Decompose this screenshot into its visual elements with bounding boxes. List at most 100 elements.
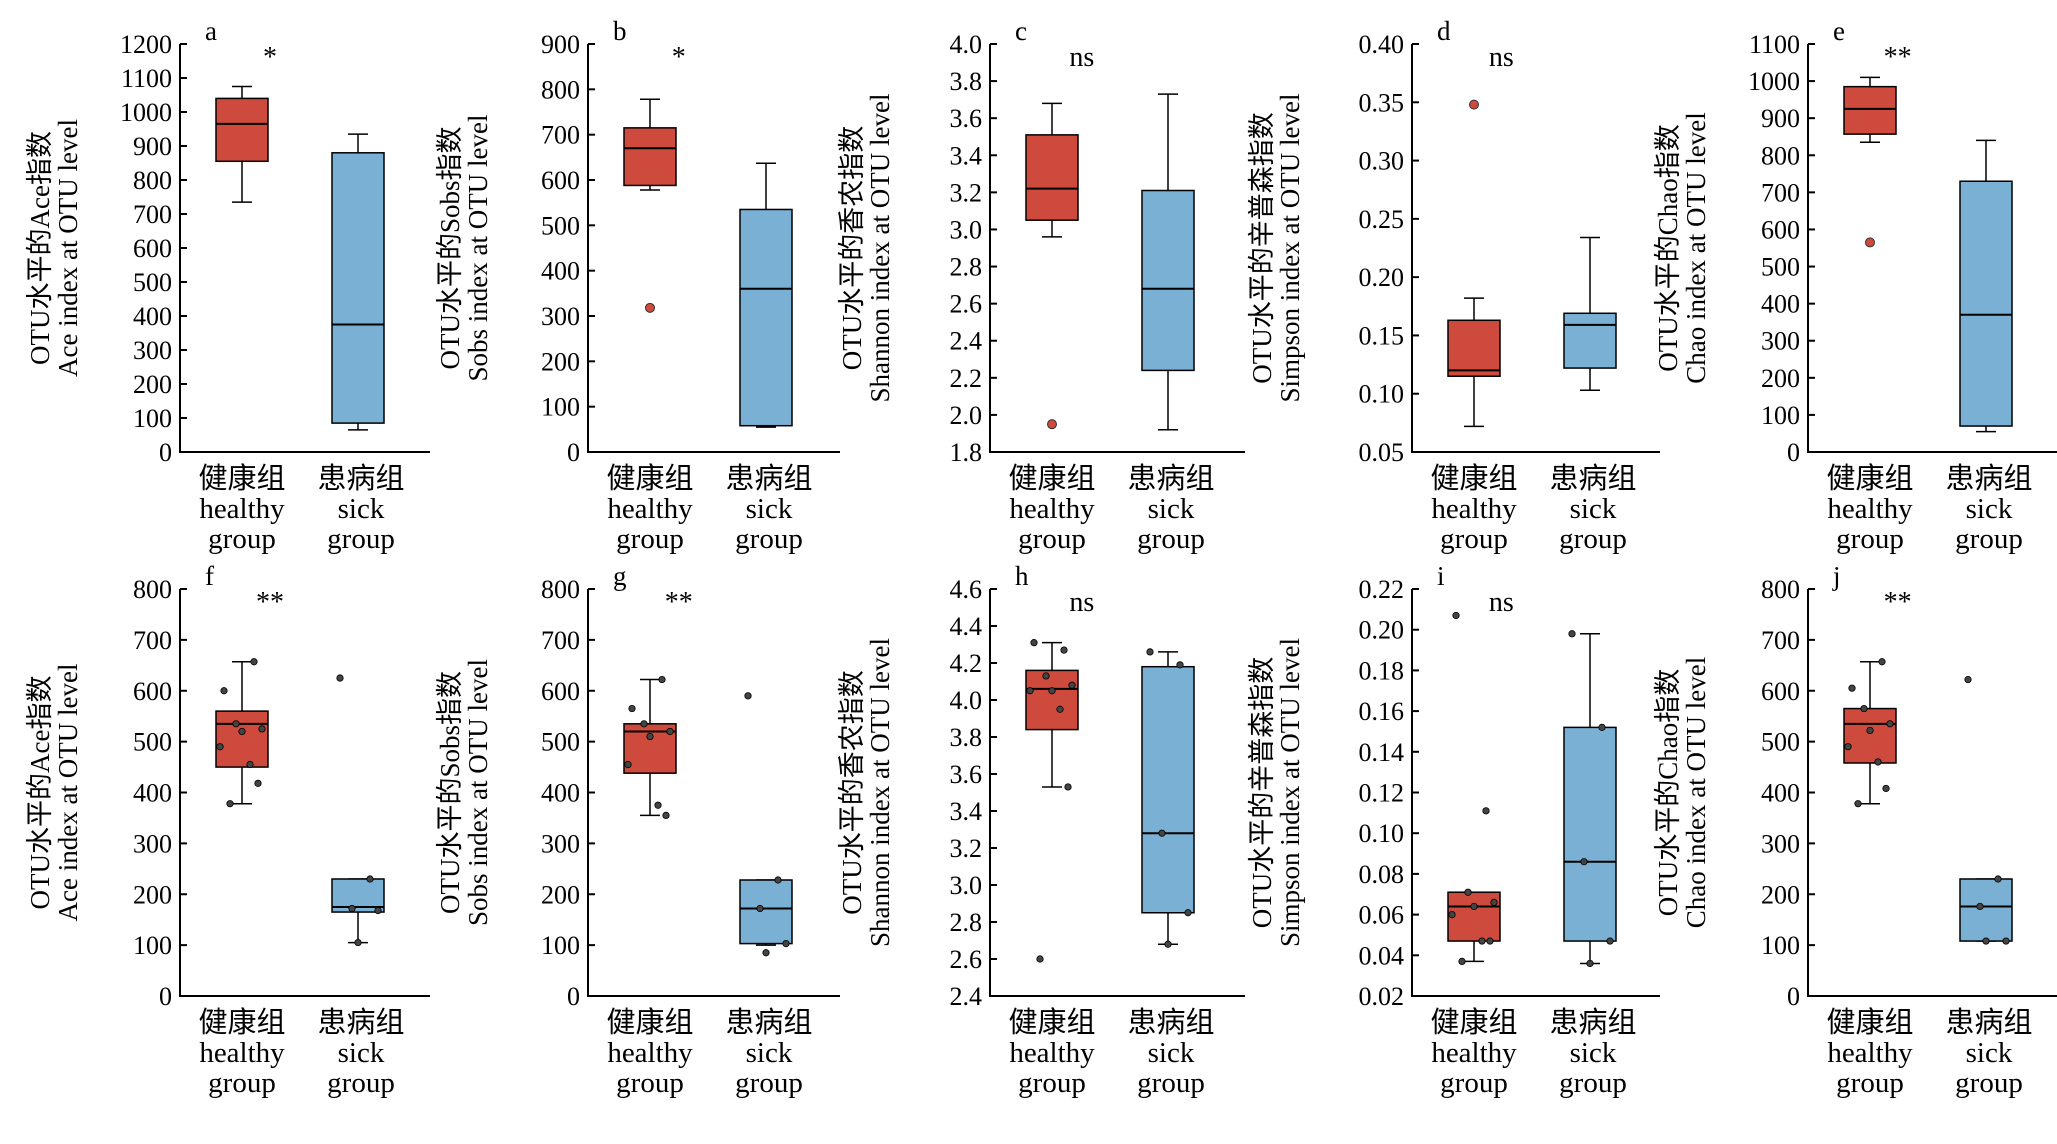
significance-label: ** [1884,42,1912,73]
y-tick-label: 200 [1761,364,1800,393]
sick-box [1141,93,1195,431]
panel-j: 0 100 200 300 400 500 600 700 800 OTU水平的Chao指数Cha… [1653,561,2057,1099]
y-axis-label-en: Simpson index at OTU level [1275,638,1305,947]
data-point [232,720,240,728]
sick-box [1563,630,1617,968]
category-label: 健康组 [1008,462,1095,495]
y-tick-label: 700 [1761,626,1800,655]
y-axis-label-en: Ace index at OTU level [53,119,83,377]
y-tick-label: 900 [541,30,580,59]
y-tick-label: 0 [159,982,172,1011]
iqr-box [1025,669,1079,731]
y-tick-label: 0.02 [1359,982,1405,1011]
significance-label: ** [256,587,284,618]
category-label: healthy [1827,493,1913,525]
category-label: 患病组 [1549,1006,1636,1039]
y-tick-label: 700 [133,200,172,229]
category-label: group [616,1067,684,1099]
y-tick-label: 300 [133,829,172,858]
iqr-box [739,879,793,945]
category-label: sick [1570,1037,1617,1069]
panel-letter: c [1015,16,1027,46]
y-tick-label: 0.16 [1359,697,1405,726]
data-point [628,704,636,713]
y-axis-label-cn: OTU水平的Ace指数 [25,131,55,365]
iqr-box [1563,726,1617,942]
sick-box [739,692,793,957]
category-label: healthy [1009,1037,1095,1069]
y-axis-label-cn: OTU水平的Ace指数 [25,676,55,910]
data-point [1586,959,1594,968]
category-label: group [1018,523,1086,555]
data-point [220,687,228,695]
y-tick-label: 700 [541,626,580,655]
y-tick-label: 900 [1761,104,1800,133]
data-point [250,658,258,666]
healthy-box [1447,99,1501,428]
significance-label: ns [1489,587,1514,618]
healthy-box [1447,611,1501,966]
category-label: group [208,523,276,555]
y-axis-label-en: Shannon index at OTU level [865,94,895,403]
category-label: group [735,1067,803,1099]
healthy-box [623,675,677,819]
y-axis-label-cn: OTU水平的辛普森指数 [1247,112,1277,384]
healthy-box [1025,639,1079,963]
y-tick-label: 0 [1787,982,1800,1011]
y-tick-label: 3.8 [950,67,983,96]
data-point [348,904,356,913]
significance-label: ns [1069,587,1094,618]
data-point [1994,875,2002,883]
category-label: group [1018,1067,1086,1099]
significance-label: * [263,42,277,73]
y-axis-label-en: Sobs index at OTU level [463,659,493,926]
y-tick-label: 3.4 [950,797,983,826]
healthy-box [215,85,269,203]
y-axis-label-cn: OTU水平的Sobs指数 [435,671,465,914]
y-tick-label: 600 [1761,677,1800,706]
y-tick-label: 3.6 [950,760,983,789]
category-label: healthy [199,1037,285,1069]
y-tick-label: 2.4 [950,982,983,1011]
y-tick-label: 0 [567,982,580,1011]
y-axis-label-en: Simpson index at OTU level [1275,94,1305,403]
iqr-box [1025,134,1079,221]
category-label: sick [1148,493,1195,525]
y-tick-label: 700 [1761,178,1800,207]
significance-label: ns [1069,42,1094,73]
y-tick-label: 0.12 [1359,779,1405,808]
panel-letter: i [1437,561,1445,591]
category-label: group [1955,523,2023,555]
category-label: 健康组 [1430,462,1517,495]
y-tick-label: 800 [133,575,172,604]
category-label: 患病组 [1549,462,1636,495]
y-tick-label: 400 [541,257,580,286]
significance-label: ** [665,587,693,618]
y-tick-label: 0.05 [1359,438,1405,467]
iqr-box [1959,180,2013,427]
y-tick-label: 1000 [1748,67,1800,96]
y-axis-label-en: Chao index at OTU level [1681,112,1711,383]
y-tick-label: 500 [1761,253,1800,282]
data-point [2002,937,2010,945]
y-tick-label: 800 [1761,575,1800,604]
y-tick-label: 100 [1761,401,1800,430]
y-tick-label: 0.04 [1359,941,1405,970]
category-label: 健康组 [198,462,285,495]
data-point [1848,684,1856,692]
sick-box [1959,675,2013,945]
sick-box [1563,236,1617,391]
category-label: group [327,1067,395,1099]
data-point [1458,957,1466,966]
category-label: healthy [1827,1037,1913,1069]
y-tick-label: 300 [1761,327,1800,356]
iqr-box [1843,707,1897,764]
iqr-box [739,208,793,427]
y-tick-label: 0.22 [1359,575,1405,604]
y-tick-label: 0.25 [1359,205,1405,234]
category-label: group [616,523,684,555]
y-tick-label: 300 [541,302,580,331]
category-label: group [1137,1067,1205,1099]
data-point [1580,858,1588,866]
data-point [1482,807,1490,815]
